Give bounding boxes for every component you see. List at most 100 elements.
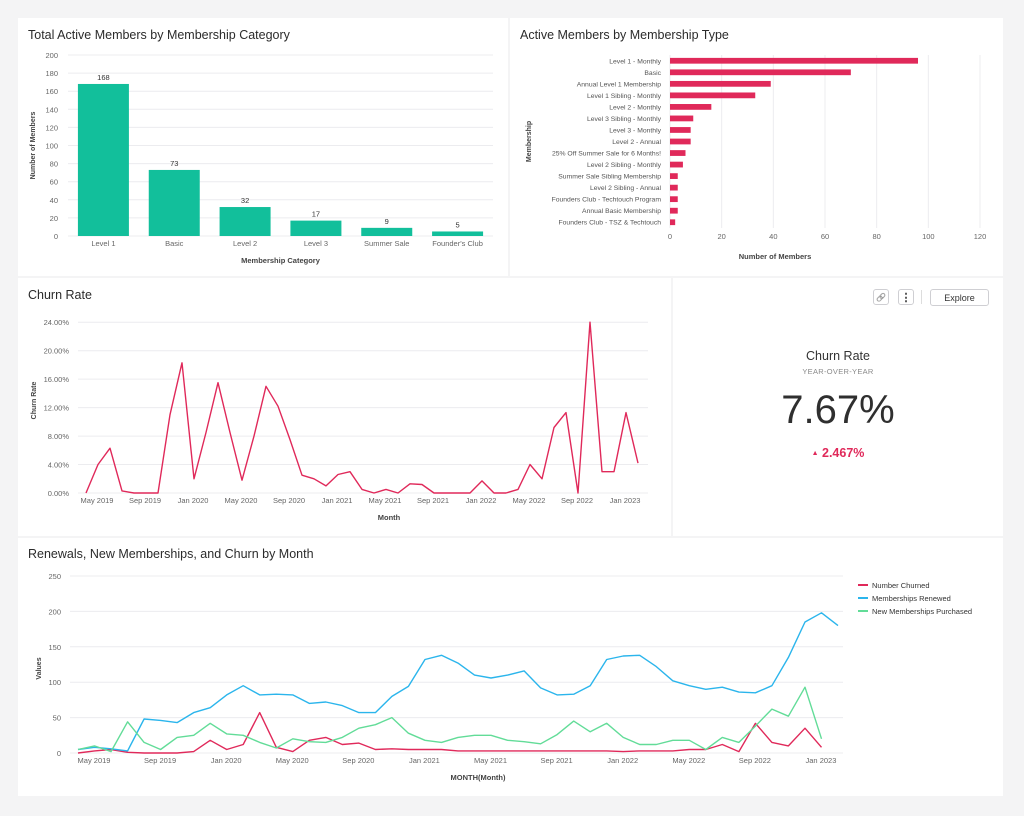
kpi-subtitle: YEAR-OVER-YEAR xyxy=(802,367,874,376)
renewals-chart-title: Renewals, New Memberships, and Churn by … xyxy=(28,547,314,561)
data-label: 32 xyxy=(241,196,249,205)
x-tick-label: Sep 2022 xyxy=(561,496,593,505)
bar xyxy=(219,207,271,236)
y-tick-label: 20 xyxy=(50,214,58,223)
churn-line-chart: 0.00% 4.00% 8.00% 12.00% 16.00% 20.00% 24.00% M… xyxy=(31,318,648,522)
churn-rate-line xyxy=(85,321,639,494)
x-tick-label: Jan 2022 xyxy=(466,496,497,505)
bar xyxy=(670,69,851,76)
y-axis-label: Membership xyxy=(526,121,533,162)
y-tick-label: Level 3 - Monthly xyxy=(609,127,661,134)
bar xyxy=(670,127,691,133)
y-tick-label: Level 2 - Monthly xyxy=(609,104,661,111)
bar xyxy=(670,115,694,122)
y-tick-label: Summer Sale Sibling Membership xyxy=(558,174,661,181)
link-button[interactable]: 🔗 xyxy=(873,289,889,305)
bar xyxy=(361,227,413,236)
bar xyxy=(670,161,683,168)
bar xyxy=(670,184,678,191)
x-tick-label: May 2019 xyxy=(78,756,111,765)
y-tick-label: Founders Club - Techtouch Program xyxy=(552,197,662,204)
x-tick-label: May 2021 xyxy=(474,756,507,765)
churn-panel: Churn Rate 0.00% 4.00% 8.00% 12.00% 16.00% 20… xyxy=(18,278,671,536)
y-tick-label: 100 xyxy=(48,678,61,687)
x-tick-label: Founder's Club xyxy=(432,239,483,248)
more-vertical-icon: ⋮ xyxy=(900,291,912,304)
y-tick-label: 40 xyxy=(50,196,58,205)
bar xyxy=(670,92,756,99)
x-tick-label: 100 xyxy=(922,232,935,241)
y-tick-label: 4.00% xyxy=(48,461,70,470)
data-label: 73 xyxy=(170,159,178,168)
y-tick-label: 200 xyxy=(45,51,58,60)
bar xyxy=(432,231,484,236)
series-line xyxy=(77,711,823,754)
type-bar-chart: 0 20 40 60 80 100 120 Level 1 - Monthly Basic Ann… xyxy=(526,55,987,261)
y-tick-label: 120 xyxy=(45,123,58,132)
x-tick-label: 120 xyxy=(974,232,987,241)
x-tick-label: Basic xyxy=(165,239,184,248)
x-tick-label: Jan 2023 xyxy=(610,496,641,505)
series-line xyxy=(77,612,839,752)
y-tick-label: Level 1 - Monthly xyxy=(609,58,661,65)
x-tick-label: Level 1 xyxy=(91,239,115,248)
bar xyxy=(670,57,918,64)
kpi-value: 7.67% xyxy=(781,388,895,432)
y-tick-label: 250 xyxy=(48,572,61,581)
x-tick-label: May 2022 xyxy=(513,496,546,505)
y-tick-label: 16.00% xyxy=(44,375,70,384)
bar xyxy=(670,150,686,156)
up-arrow-icon: ▲ xyxy=(811,450,819,457)
x-tick-label: Sep 2021 xyxy=(417,496,449,505)
y-tick-label: Level 2 Sibling - Monthly xyxy=(587,162,662,169)
y-tick-label: 0 xyxy=(54,232,58,241)
kpi-delta-value: 2.467% xyxy=(822,446,865,460)
y-tick-label: 100 xyxy=(45,142,58,151)
x-axis-label: Membership Category xyxy=(241,256,321,265)
legend-label: New Memberships Purchased xyxy=(872,607,972,616)
bar xyxy=(670,196,678,203)
x-tick-label: Jan 2021 xyxy=(409,756,440,765)
x-tick-label: Jan 2020 xyxy=(178,496,209,505)
explore-button[interactable]: Explore xyxy=(930,289,989,306)
x-tick-label: Sep 2019 xyxy=(129,496,161,505)
x-tick-label: May 2021 xyxy=(369,496,402,505)
x-tick-label: May 2020 xyxy=(225,496,258,505)
category-chart-title: Total Active Members by Membership Categ… xyxy=(28,28,290,42)
type-chart-title: Active Members by Membership Type xyxy=(520,28,729,42)
y-tick-label: Level 2 Sibling - Annual xyxy=(590,185,662,192)
bar xyxy=(77,83,129,237)
bar xyxy=(148,169,200,236)
series-line xyxy=(77,686,823,753)
bar xyxy=(670,207,678,214)
y-tick-label: 50 xyxy=(53,714,61,723)
y-tick-label: 20.00% xyxy=(44,347,70,356)
y-axis-label: Churn Rate xyxy=(31,382,38,420)
kpi-title: Churn Rate xyxy=(806,349,870,363)
y-tick-label: Level 3 Sibling - Monthly xyxy=(587,116,662,123)
x-tick-label: 80 xyxy=(872,232,880,241)
x-tick-label: Jan 2022 xyxy=(607,756,638,765)
toolbar-divider xyxy=(921,290,922,304)
y-tick-label: Level 2 - Annual xyxy=(612,139,661,146)
legend-label: Memberships Renewed xyxy=(872,594,951,603)
bar xyxy=(670,219,676,226)
x-tick-label: Sep 2021 xyxy=(541,756,573,765)
y-tick-label: 0.00% xyxy=(48,489,70,498)
x-tick-label: Jan 2021 xyxy=(322,496,353,505)
y-tick-label: Basic xyxy=(644,70,661,77)
kpi-panel: 🔗 ⋮ Explore Churn Rate YEAR-OVER-YEAR 7.… xyxy=(673,278,1003,536)
y-axis-label: Number of Members xyxy=(30,112,37,180)
x-tick-label: May 2020 xyxy=(276,756,309,765)
bar xyxy=(670,80,771,87)
bar xyxy=(670,104,712,110)
bar xyxy=(670,138,691,145)
more-menu-button[interactable]: ⋮ xyxy=(898,289,914,305)
x-tick-label: Summer Sale xyxy=(364,239,409,248)
y-tick-label: 200 xyxy=(48,607,61,616)
category-bar-chart: 0 20 40 60 80 100 120 140 160 180 200 168 Level 1 73 B… xyxy=(30,51,493,265)
x-tick-label: Sep 2022 xyxy=(739,756,771,765)
x-tick-label: 20 xyxy=(717,232,725,241)
y-tick-label: 180 xyxy=(45,69,58,78)
x-tick-label: Sep 2019 xyxy=(144,756,176,765)
